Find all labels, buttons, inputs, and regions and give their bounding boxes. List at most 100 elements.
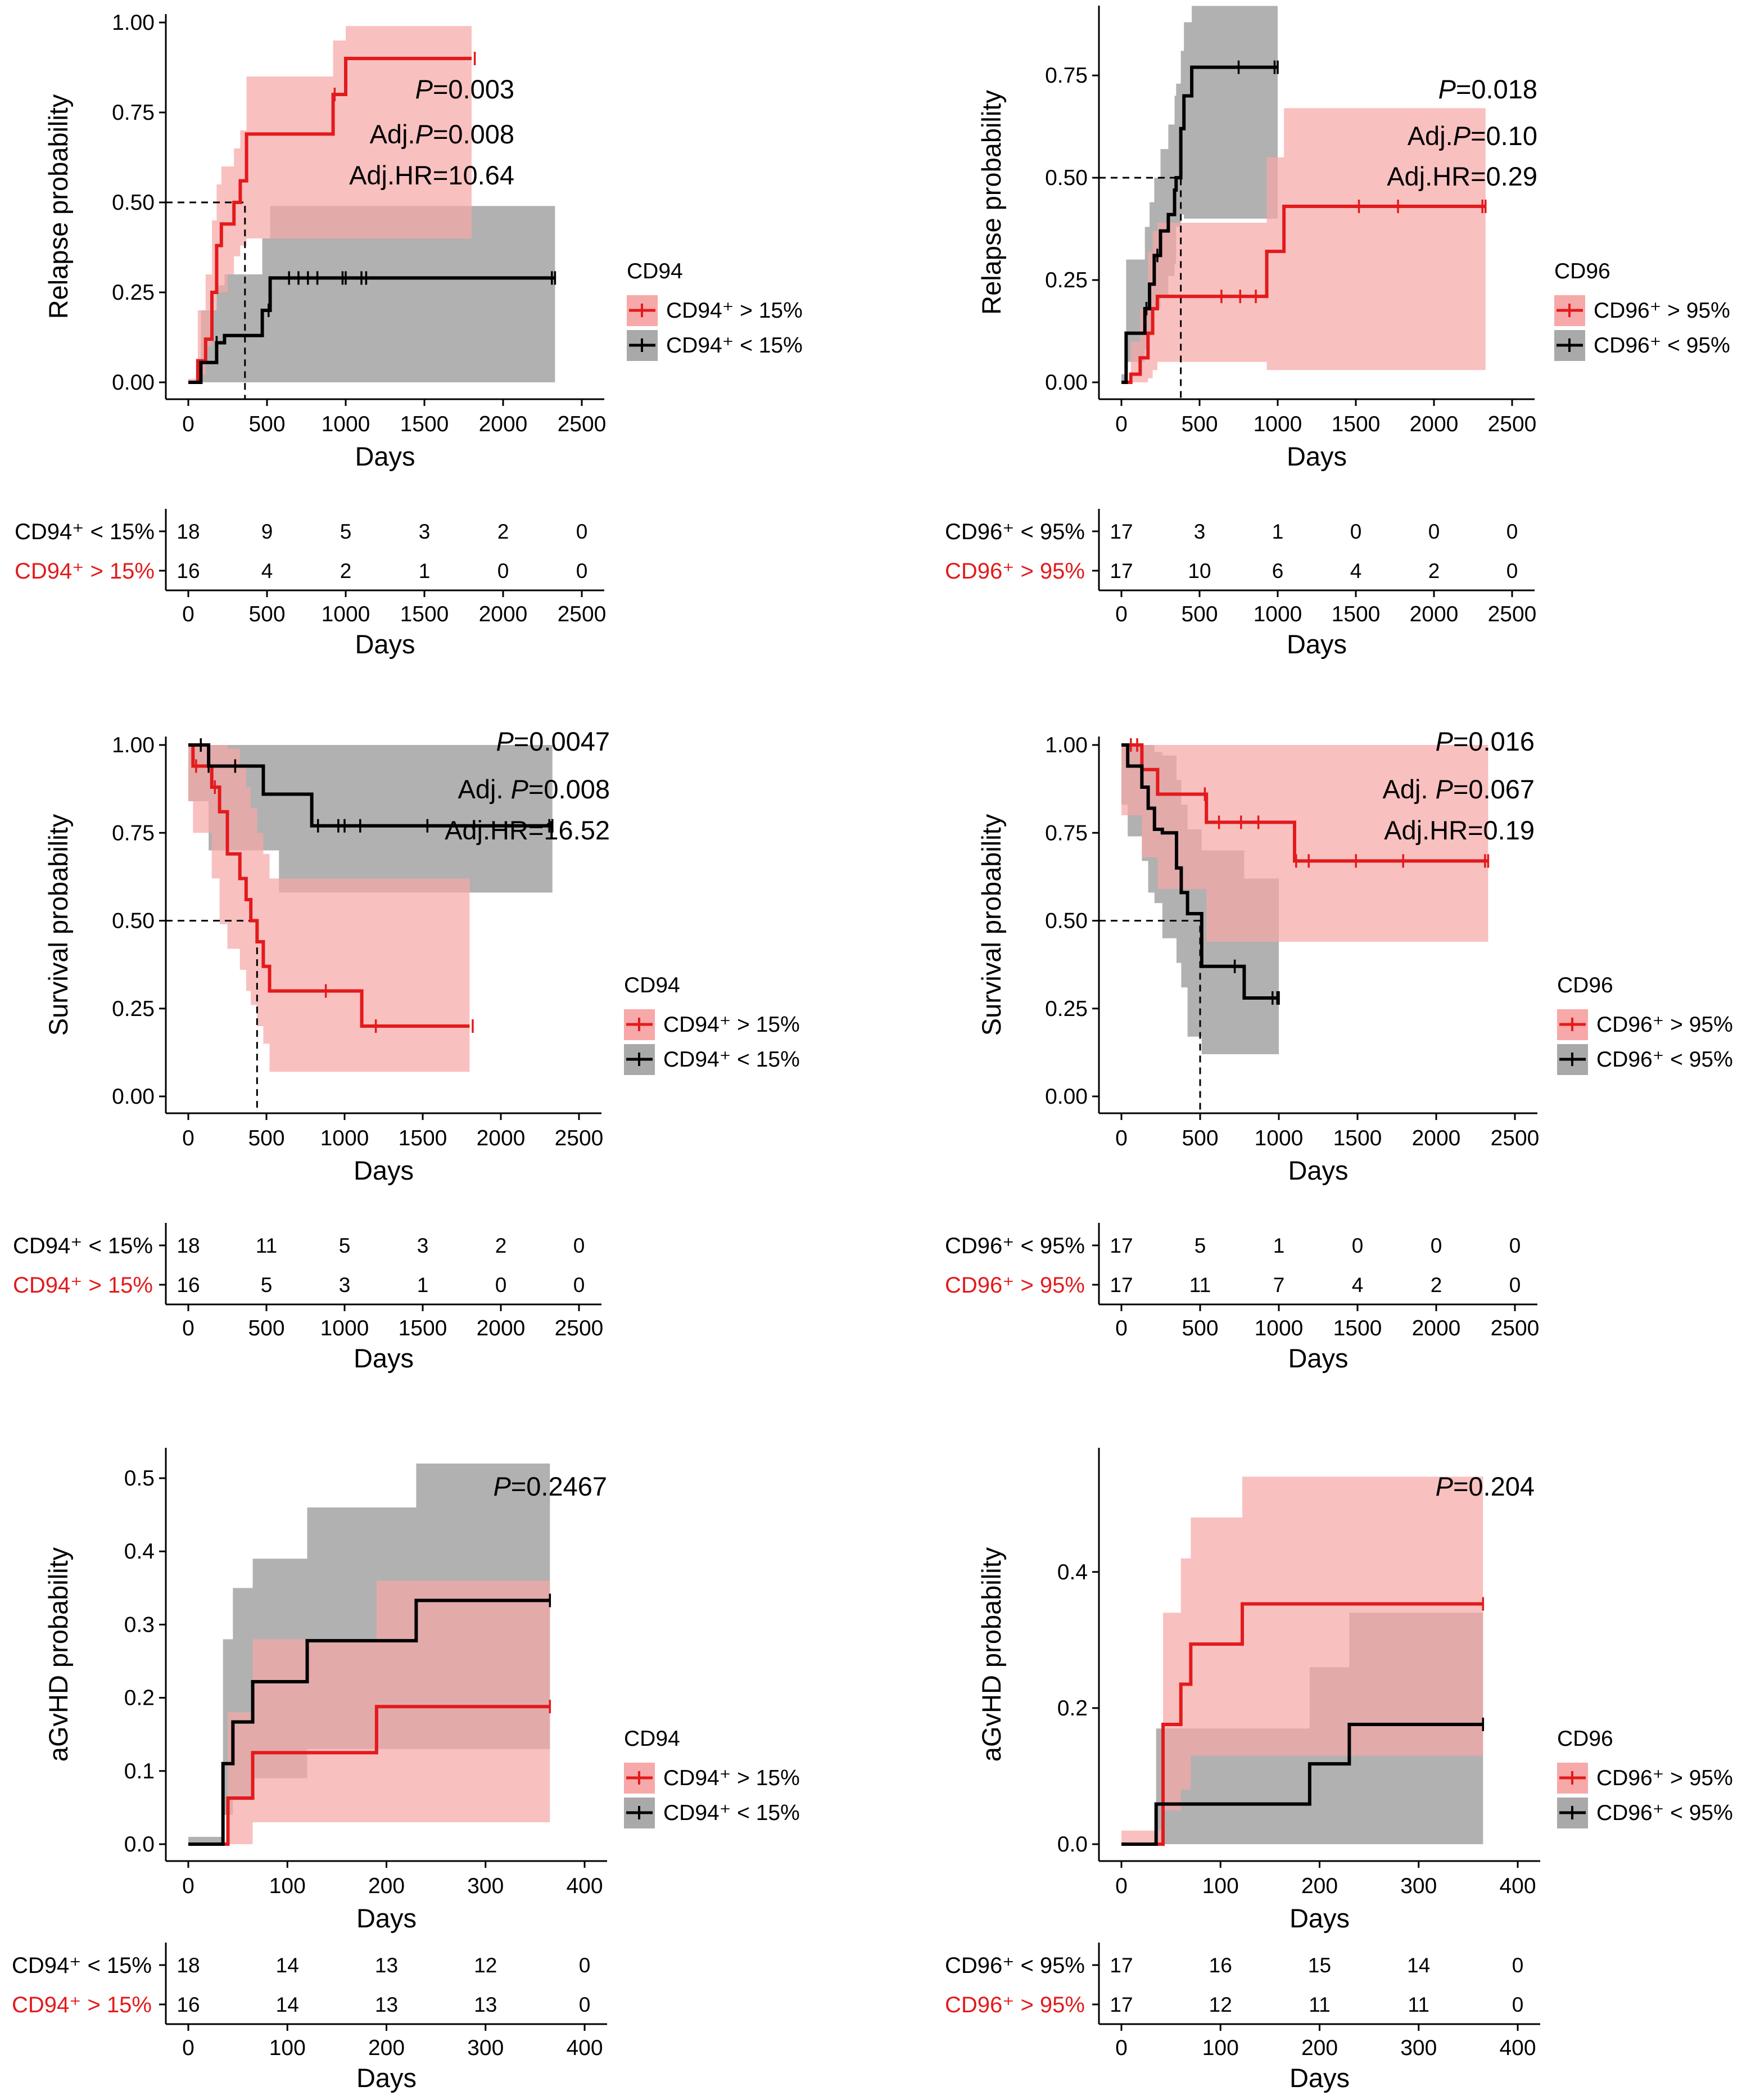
risk-table: CD96⁺ < 95% 17 16 15 14 0 CD96⁺ > 95% 17 12 11 11 0… (945, 1943, 1540, 2093)
risk-count: 0 (1512, 1954, 1524, 1977)
risk-count: 16 (177, 1993, 200, 2016)
annotation-prefix: Adj.HR=0.29 (1387, 161, 1537, 191)
risk-count: 1 (419, 559, 431, 582)
km-panel-1: 0.000.250.500.751.000 500 1000 1500 2000 2500… (15, 11, 803, 659)
risk-x-tick-label: 1000 (1255, 1316, 1304, 1340)
x-tick-label: 0 (1115, 1874, 1128, 1898)
x-axis-title: Days (354, 1155, 414, 1185)
legend-label-low: CD96⁺ < 95% (1596, 1801, 1733, 1825)
km-panel-6: 0.0 0.2 0.4 0 100 200 300 400 Days aGvHD probabil… (945, 1448, 1733, 2093)
x-tick-label: 1500 (400, 412, 449, 436)
risk-count: 17 (1110, 1273, 1133, 1297)
risk-row-label-low: CD94⁺ < 15% (12, 1953, 152, 1978)
risk-x-tick-label: 100 (269, 2036, 306, 2060)
risk-count: 0 (573, 1273, 585, 1297)
legend-label-high: CD94⁺ > 15% (666, 299, 803, 323)
x-tick-label: 100 (269, 1874, 306, 1898)
risk-count: 3 (1194, 520, 1206, 543)
legend: CD94 CD94⁺ > 15% CD94⁺ < 15% (627, 259, 803, 361)
risk-x-tick-label: 2000 (1410, 602, 1459, 626)
annotation-value: =0.008 (528, 774, 610, 804)
risk-x-tick-label: 300 (1400, 2036, 1437, 2060)
x-tick-label: 0 (1115, 412, 1128, 436)
risk-count: 13 (375, 1954, 398, 1977)
risk-count: 17 (1110, 1993, 1133, 2016)
y-tick-label: 0.50 (1045, 166, 1088, 190)
ci-band-high (1121, 745, 1488, 942)
risk-count: 6 (1272, 559, 1284, 582)
x-axis-title: Days (356, 1903, 417, 1933)
risk-count: 2 (1428, 559, 1440, 582)
risk-count: 14 (276, 1993, 299, 2016)
risk-row-label-high: CD94⁺ > 15% (13, 1273, 153, 1298)
risk-x-tick-label: 400 (566, 2036, 603, 2060)
risk-count: 5 (261, 1273, 273, 1297)
risk-count: 2 (1431, 1273, 1442, 1297)
risk-count: 0 (1509, 1234, 1521, 1257)
risk-count: 17 (1110, 1954, 1133, 1977)
risk-count: 17 (1110, 520, 1133, 543)
ci-band-high (188, 745, 470, 1072)
risk-count: 9 (261, 520, 273, 543)
x-axis-title: Days (1288, 1155, 1348, 1185)
risk-row-label-high: CD96⁺ > 95% (945, 1993, 1085, 2017)
y-axis-title: Relapse probability (43, 94, 73, 319)
risk-x-axis-title: Days (1288, 1343, 1348, 1373)
risk-x-tick-label: 0 (182, 1316, 194, 1340)
legend-title: CD96 (1554, 259, 1610, 283)
risk-count: 12 (474, 1954, 497, 1977)
risk-count: 7 (1273, 1273, 1285, 1297)
risk-row-label-low: CD96⁺ < 95% (945, 520, 1085, 544)
risk-x-tick-label: 1500 (1332, 602, 1381, 626)
x-tick-label: 1000 (320, 1126, 369, 1150)
x-tick-label: 2500 (1491, 1126, 1540, 1150)
y-tick-label: 0.25 (112, 281, 155, 305)
risk-count: 0 (579, 1993, 591, 2016)
risk-count: 0 (1428, 520, 1440, 543)
risk-table: CD94⁺ < 15% 18 14 13 12 0 CD94⁺ > 15% 16 14 13 13 0… (12, 1943, 607, 2093)
risk-x-tick-label: 1500 (400, 602, 449, 626)
annotation-italic-p: P (1436, 774, 1454, 804)
y-tick-label: 1.00 (1045, 733, 1088, 757)
annotation-italic-p: P (1436, 1471, 1454, 1501)
risk-count: 14 (1407, 1954, 1430, 1977)
risk-row-label-high: CD96⁺ > 95% (945, 1273, 1085, 1298)
p-value-annotation: Adj.HR=0.19 (1384, 815, 1535, 845)
ci-band-high (1121, 1476, 1483, 1844)
y-tick-label: 0.4 (124, 1539, 155, 1564)
risk-row-label-high: CD94⁺ > 15% (12, 1993, 152, 2017)
y-tick-label: 0.25 (112, 997, 155, 1021)
y-tick-label: 0.75 (112, 101, 155, 125)
risk-count: 3 (417, 1234, 429, 1257)
y-tick-label: 0.50 (112, 909, 155, 933)
risk-count: 11 (256, 1234, 277, 1257)
p-value-annotation: P=0.204 (1436, 1471, 1535, 1501)
x-tick-label: 0 (1115, 1126, 1128, 1150)
legend-title: CD96 (1557, 973, 1613, 997)
y-tick-label: 0.00 (112, 371, 155, 395)
km-curve-low (1121, 743, 1279, 1000)
p-value-annotation: Adj. P=0.067 (1383, 774, 1535, 804)
risk-count: 1 (1273, 1234, 1285, 1257)
risk-count: 4 (1352, 1273, 1364, 1297)
y-tick-label: 0.25 (1045, 268, 1088, 292)
risk-count: 17 (1110, 1234, 1133, 1257)
legend-label-low: CD96⁺ < 95% (1596, 1047, 1733, 1072)
km-panel-5: 0.0 0.1 0.2 0.3 0.4 0.5 0 100 200 300 400 Days aGvHD… (12, 1448, 800, 2093)
risk-count: 16 (1209, 1954, 1232, 1977)
ci-band-high (1121, 108, 1486, 382)
x-tick-label: 1500 (1332, 412, 1381, 436)
p-value-annotation: Adj. P=0.008 (458, 774, 610, 804)
risk-count: 11 (1309, 1993, 1330, 2016)
x-tick-label: 1500 (399, 1126, 447, 1150)
x-tick-label: 2500 (1488, 412, 1537, 436)
risk-x-tick-label: 200 (1301, 2036, 1338, 2060)
legend-title: CD94 (624, 1727, 680, 1751)
km-curve-high (1121, 205, 1486, 384)
x-tick-label: 300 (1400, 1874, 1437, 1898)
risk-count: 0 (1512, 1993, 1524, 2016)
risk-x-axis-title: Days (355, 629, 415, 659)
risk-count: 1 (1272, 520, 1284, 543)
legend-label-low: CD94⁺ < 15% (666, 333, 803, 358)
